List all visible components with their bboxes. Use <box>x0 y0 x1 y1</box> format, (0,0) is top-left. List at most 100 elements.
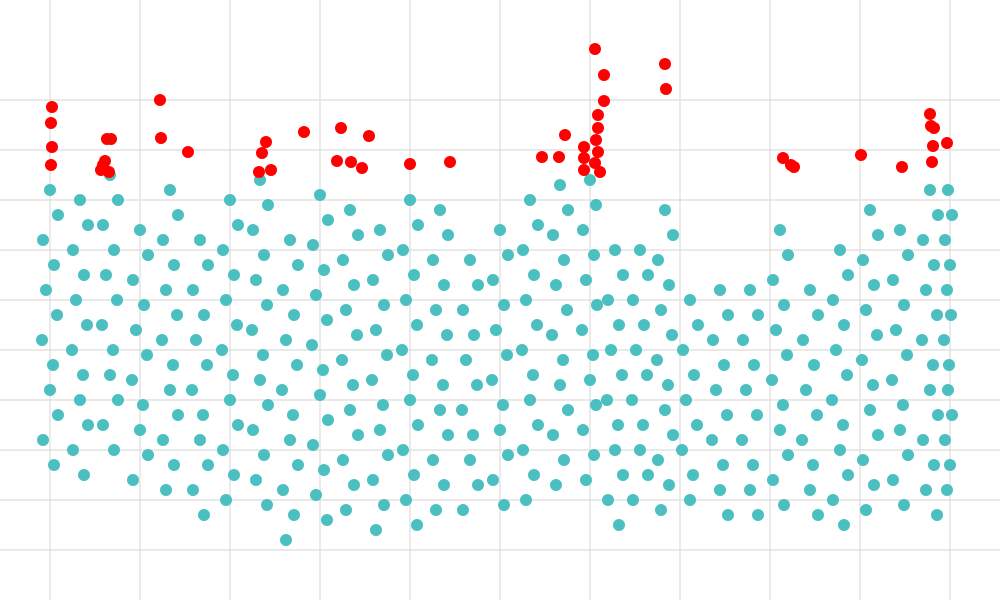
point <box>660 83 672 95</box>
point <box>277 284 289 296</box>
point <box>584 174 596 186</box>
point <box>627 494 639 506</box>
point <box>306 339 318 351</box>
point <box>578 164 590 176</box>
point <box>374 224 386 236</box>
point <box>916 334 928 346</box>
point <box>164 384 176 396</box>
point <box>547 429 559 441</box>
point <box>617 269 629 281</box>
point <box>288 309 300 321</box>
point <box>868 479 880 491</box>
point <box>276 384 288 396</box>
point <box>871 329 883 341</box>
point <box>927 359 939 371</box>
point <box>612 419 624 431</box>
point <box>707 334 719 346</box>
point <box>472 279 484 291</box>
point <box>340 504 352 516</box>
point <box>104 369 116 381</box>
point <box>127 274 139 286</box>
point <box>260 136 272 148</box>
point <box>592 109 604 121</box>
point <box>280 534 292 546</box>
point <box>48 459 60 471</box>
point <box>667 429 679 441</box>
point <box>367 274 379 286</box>
point <box>590 199 602 211</box>
point <box>378 299 390 311</box>
point <box>156 334 168 346</box>
point <box>812 509 824 521</box>
point <box>558 254 570 266</box>
point <box>886 374 898 386</box>
point <box>224 194 236 206</box>
point <box>400 294 412 306</box>
point <box>554 379 566 391</box>
point <box>254 374 266 386</box>
point <box>811 409 823 421</box>
point <box>838 519 850 531</box>
point <box>834 244 846 256</box>
point <box>920 484 932 496</box>
point <box>314 189 326 201</box>
point <box>168 259 180 271</box>
point <box>766 374 778 386</box>
point <box>382 249 394 261</box>
point <box>198 509 210 521</box>
point <box>777 152 789 164</box>
point <box>194 434 206 446</box>
point <box>856 354 868 366</box>
point <box>404 158 416 170</box>
point <box>524 394 536 406</box>
point <box>142 249 154 261</box>
point <box>557 354 569 366</box>
point <box>82 419 94 431</box>
point <box>890 324 902 336</box>
point <box>520 494 532 506</box>
point <box>584 374 596 386</box>
point <box>498 299 510 311</box>
point <box>917 434 929 446</box>
point <box>67 244 79 256</box>
point <box>652 454 664 466</box>
point <box>796 434 808 446</box>
point <box>344 404 356 416</box>
point <box>112 394 124 406</box>
point <box>335 122 347 134</box>
point <box>52 409 64 421</box>
point <box>527 369 539 381</box>
point <box>141 349 153 361</box>
point <box>246 324 258 336</box>
point <box>457 504 469 516</box>
point <box>217 244 229 256</box>
point <box>397 244 409 256</box>
point <box>722 309 734 321</box>
point <box>677 344 689 356</box>
point <box>486 374 498 386</box>
point <box>737 334 749 346</box>
point <box>826 394 838 406</box>
point <box>842 269 854 281</box>
point <box>807 459 819 471</box>
point <box>659 204 671 216</box>
point <box>228 269 240 281</box>
point <box>137 399 149 411</box>
point <box>460 354 472 366</box>
point <box>261 499 273 511</box>
point <box>201 359 213 371</box>
point <box>834 444 846 456</box>
point <box>601 394 613 406</box>
point <box>588 449 600 461</box>
point <box>227 369 239 381</box>
point <box>232 419 244 431</box>
point <box>666 329 678 341</box>
point <box>808 359 820 371</box>
point <box>257 349 269 361</box>
point <box>472 479 484 491</box>
point <box>46 141 58 153</box>
point <box>804 484 816 496</box>
point <box>494 224 506 236</box>
point <box>655 304 667 316</box>
